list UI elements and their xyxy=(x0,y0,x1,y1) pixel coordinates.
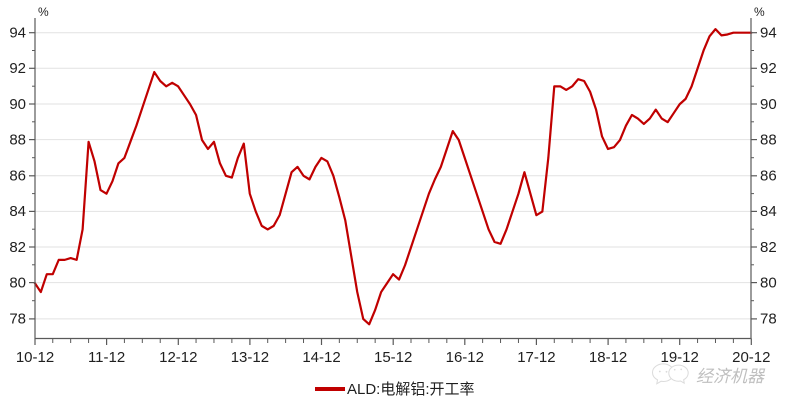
svg-text:86: 86 xyxy=(9,168,26,185)
svg-text:16-12: 16-12 xyxy=(446,349,484,366)
svg-text:78: 78 xyxy=(760,311,777,328)
svg-text:88: 88 xyxy=(760,131,777,148)
svg-text:80: 80 xyxy=(760,274,777,291)
svg-text:88: 88 xyxy=(9,131,26,148)
svg-text:12-12: 12-12 xyxy=(159,349,197,366)
svg-text:86: 86 xyxy=(760,168,777,185)
svg-text:94: 94 xyxy=(9,25,26,42)
svg-text:92: 92 xyxy=(760,60,777,77)
svg-text:82: 82 xyxy=(9,239,26,256)
svg-text:10-12: 10-12 xyxy=(16,349,54,366)
svg-text:84: 84 xyxy=(760,203,777,220)
svg-text:%: % xyxy=(38,5,49,19)
svg-text:20-12: 20-12 xyxy=(732,349,770,366)
svg-text:19-12: 19-12 xyxy=(661,349,699,366)
svg-text:90: 90 xyxy=(760,96,777,113)
svg-text:14-12: 14-12 xyxy=(302,349,340,366)
svg-text:82: 82 xyxy=(760,239,777,256)
svg-text:17-12: 17-12 xyxy=(517,349,555,366)
svg-text:90: 90 xyxy=(9,96,26,113)
svg-text:%: % xyxy=(754,5,765,19)
svg-text:84: 84 xyxy=(9,203,26,220)
svg-text:80: 80 xyxy=(9,274,26,291)
svg-text:15-12: 15-12 xyxy=(374,349,412,366)
svg-text:94: 94 xyxy=(760,25,777,42)
svg-text:经济机器: 经济机器 xyxy=(696,367,766,386)
svg-text:78: 78 xyxy=(9,311,26,328)
svg-text:11-12: 11-12 xyxy=(88,349,125,366)
svg-text:92: 92 xyxy=(9,60,26,77)
svg-text:13-12: 13-12 xyxy=(231,349,269,366)
svg-text:18-12: 18-12 xyxy=(589,349,627,366)
svg-text:ALD:电解铝:开工率: ALD:电解铝:开工率 xyxy=(347,381,475,398)
